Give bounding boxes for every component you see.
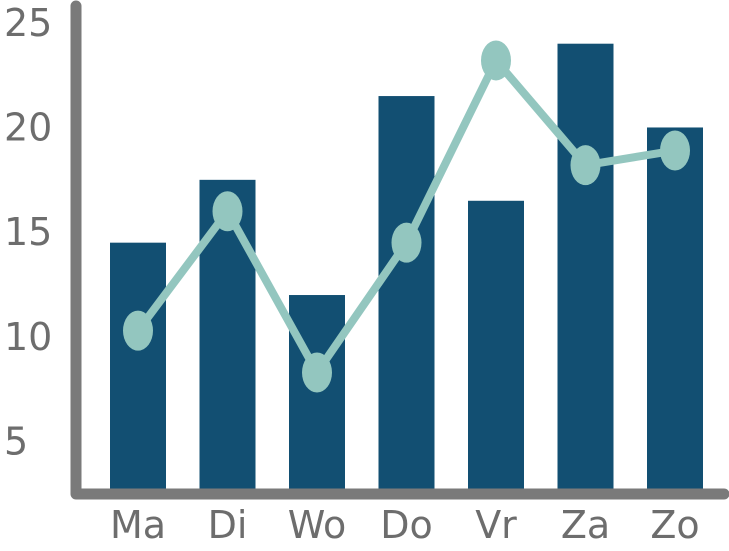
line-point-wo [302, 352, 332, 393]
bar-series [110, 43, 703, 495]
x-tick-label-do: Do [380, 503, 433, 547]
axes [70, 0, 729, 500]
bar-vr [468, 200, 524, 494]
line-point-ma [123, 310, 153, 351]
y-tick-label: 15 [4, 210, 52, 254]
line-point-do [391, 222, 422, 263]
bar-do [378, 96, 435, 494]
x-tick-label-za: Za [561, 503, 610, 547]
x-axis-ticks: Ma Di Wo Do Vr Za Zo [110, 503, 700, 547]
bar-za [557, 43, 614, 494]
y-axis-ticks: 5 10 15 20 25 [4, 1, 52, 464]
x-tick-label-di: Di [208, 503, 248, 547]
line-point-zo [660, 130, 690, 171]
y-tick-label: 10 [4, 315, 52, 359]
bar-zo [647, 127, 703, 495]
line-series [123, 40, 690, 393]
line-point-di [212, 191, 243, 232]
x-tick-label-zo: Zo [650, 503, 699, 547]
bar-wo [289, 295, 345, 494]
y-tick-label: 20 [4, 105, 52, 149]
line-point-vr [481, 40, 511, 81]
axis-lines [70, 0, 729, 500]
bar-ma [110, 242, 166, 494]
x-tick-label-vr: Vr [475, 503, 517, 547]
line-point-za [570, 145, 601, 186]
y-tick-label: 5 [4, 420, 28, 464]
x-tick-label-wo: Wo [288, 503, 347, 547]
x-tick-label-ma: Ma [110, 503, 166, 547]
y-tick-label: 25 [4, 1, 52, 45]
